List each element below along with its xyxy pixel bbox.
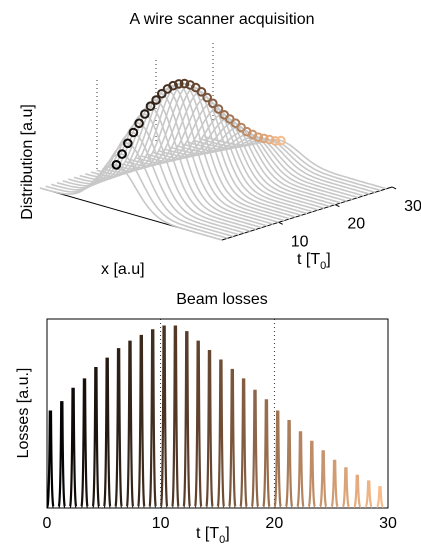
profile-line (181, 135, 364, 197)
top-t-tick-label: 30 (404, 198, 421, 215)
profile-line (141, 108, 325, 209)
loss-bar (376, 486, 384, 509)
top-y-axis-label: Distribution [a.u] (19, 104, 36, 220)
top-t-tick (335, 204, 340, 208)
bottom-x-tick-label: 30 (379, 515, 397, 532)
bottom-x-label-main: t [T (196, 525, 219, 542)
loss-bars (46, 325, 384, 509)
profile-line (119, 86, 302, 217)
top-t-tick-label: 10 (291, 233, 309, 250)
bottom-x-label-sub: 0 (219, 534, 225, 546)
bottom-x-ticks: 0 10 20 30 (43, 515, 397, 532)
loss-bar (216, 359, 226, 509)
loss-bar (353, 474, 362, 509)
profile-line (130, 96, 313, 213)
loss-bar (46, 410, 55, 509)
profile-line (107, 82, 291, 220)
loss-bar (125, 340, 135, 509)
top-t-ticks: 10 20 30 (278, 186, 421, 250)
loss-bar (273, 410, 282, 509)
peak-marker (140, 109, 150, 119)
loss-bar (57, 401, 67, 509)
bottom-chart-title: Beam losses (176, 291, 268, 308)
peak-marker (117, 149, 127, 159)
bottom-y-axis-label: Losses [a.u.] (15, 368, 32, 459)
peak-marker (270, 136, 281, 146)
top-t-tick (391, 186, 397, 190)
peak-marker (174, 79, 184, 89)
peak-markers (111, 78, 286, 170)
loss-bar (228, 368, 237, 509)
top-t-label-sub: 0 (320, 260, 326, 272)
peak-marker (157, 88, 167, 99)
top-chart-title: A wire scanner acquisition (130, 11, 315, 28)
loss-bar (250, 389, 260, 509)
profile-line (45, 153, 228, 239)
wire-scanner-panel: A wire scanner acquisition 10 20 30 Distri… (19, 11, 421, 278)
top-t-label-main: t [T (297, 251, 320, 268)
profile-line (90, 87, 274, 225)
profile-line (124, 90, 308, 215)
peak-marker (128, 127, 139, 138)
peak-marker (213, 104, 224, 114)
peak-marker (253, 132, 264, 142)
top-x-axis-label: x [a.u] (101, 261, 145, 278)
profile-line (85, 92, 268, 227)
loss-bar (171, 325, 180, 509)
loss-bar (205, 350, 214, 509)
loss-bar (159, 325, 169, 509)
loss-bar (68, 387, 78, 509)
peak-marker (208, 98, 218, 109)
loss-bar (318, 450, 328, 509)
loss-bar (296, 431, 305, 509)
loss-bar (193, 340, 203, 509)
loss-bar (148, 329, 157, 509)
profile-lines (39, 82, 387, 241)
bottom-x-axis-label: t [T0] (196, 525, 230, 546)
bottom-x-tick-label: 0 (43, 515, 52, 532)
bottom-x-tick-label: 10 (152, 515, 170, 532)
peak-marker (151, 95, 161, 105)
peak-marker (123, 138, 133, 149)
loss-bar (307, 440, 317, 509)
bottom-plot-frame (46, 318, 389, 509)
loss-bar (262, 399, 271, 509)
loss-bar (182, 331, 192, 509)
peak-marker (134, 118, 144, 129)
peak-marker (259, 133, 269, 144)
loss-bar (364, 480, 373, 509)
profile-line (102, 82, 285, 222)
loss-bar (91, 367, 101, 509)
loss-bar (137, 334, 146, 509)
peak-marker (202, 92, 212, 103)
peak-marker (264, 134, 275, 145)
loss-bar (239, 378, 248, 509)
loss-bar (102, 357, 112, 509)
top-t-axis-label: t [T0] (297, 251, 331, 272)
profile-line (51, 142, 234, 238)
peak-marker (111, 160, 122, 170)
peak-marker (168, 80, 178, 91)
loss-bar (114, 348, 123, 509)
profile-line (73, 105, 257, 231)
peak-marker (145, 101, 156, 111)
profile-line (79, 98, 262, 229)
loss-bar (341, 467, 351, 509)
beam-losses-panel: Beam losses 0 10 20 30 Losses [a.u.] t [T0] (15, 291, 397, 546)
top-t-label-close: ] (326, 251, 330, 268)
profile-line (39, 163, 223, 241)
peak-marker (276, 135, 286, 146)
peak-marker (196, 87, 207, 97)
loss-bar (80, 378, 89, 509)
top-t-tick (278, 221, 283, 225)
top-t-tick-label: 20 (347, 216, 365, 233)
loss-bar (284, 420, 294, 509)
bottom-x-label-close: ] (225, 525, 229, 542)
bottom-x-tick-label: 20 (265, 515, 283, 532)
peak-marker (179, 78, 190, 89)
loss-bar (330, 459, 339, 509)
